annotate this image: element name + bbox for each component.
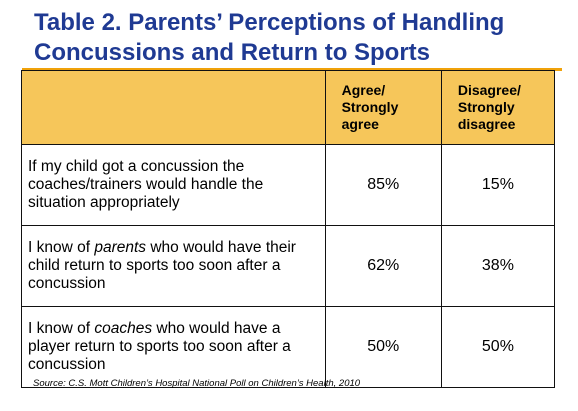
header-agree: Agree/ Strongly agree [324,70,442,145]
header-disagree-line: Disagree/ [457,82,521,98]
source-note: Source: C.S. Mott Children’s Hospital Na… [33,378,361,389]
statement-emphasis: parents [94,239,147,256]
header-disagree: Disagree/ Strongly disagree [440,70,556,145]
disagree-value: 15% [440,144,556,226]
agree-value: 50% [324,306,442,388]
title-divider [22,68,562,71]
title-line-1: Table 2. Parents’ Perceptions of Handlin… [34,9,505,36]
statement-text: I know of [28,320,95,337]
statement-emphasis: coaches [94,320,153,337]
header-empty-cell [21,70,326,145]
header-disagree-line: Strongly [457,99,515,115]
statement-text: If my child got a concussion the coaches… [28,158,264,211]
table-row: I know of coaches who would have a playe… [21,306,556,388]
header-agree-line: agree [341,116,379,132]
agree-value: 62% [324,225,442,307]
data-table: Agree/ Strongly agree Disagree/ Strongly… [21,70,556,388]
table-row: I know of parents who would have their c… [21,225,556,307]
header-disagree-line: disagree [457,116,516,132]
statement-cell: I know of coaches who would have a playe… [21,306,326,388]
statement-text: who would have a player return to sports… [28,320,291,373]
agree-value: 85% [324,144,442,226]
disagree-value: 38% [440,225,556,307]
statement-text: I know of [28,239,95,256]
statement-cell: I know of parents who would have their c… [21,225,326,307]
table-row: If my child got a concussion the coaches… [21,144,556,226]
statement-text: who would have their child return to spo… [28,239,296,292]
header-agree-line: Strongly [341,99,399,115]
disagree-value: 50% [440,306,556,388]
page-title: Table 2. Parents’ Perceptions of Handlin… [34,8,564,68]
statement-cell: If my child got a concussion the coaches… [21,144,326,226]
header-agree-line: Agree/ [341,82,386,98]
title-line-2: Concussions and Return to Sports [34,39,431,66]
header-row: Agree/ Strongly agree Disagree/ Strongly… [21,70,556,145]
